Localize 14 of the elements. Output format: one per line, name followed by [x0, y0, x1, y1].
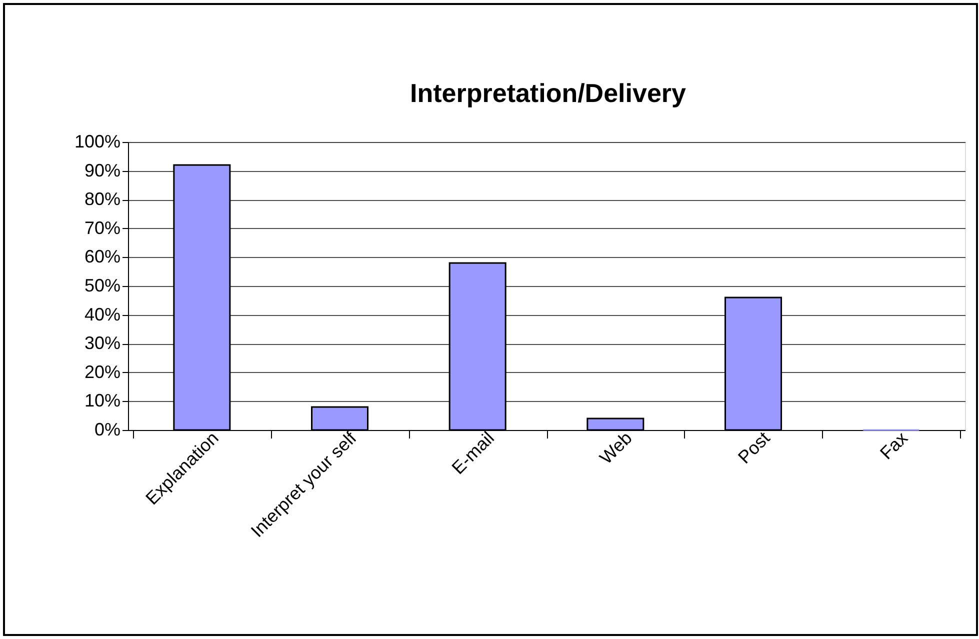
y-tick-label: 50% — [84, 276, 120, 296]
x-tick-label: Web — [596, 428, 636, 468]
chart-title: Interpretation/Delivery — [410, 78, 687, 108]
y-tick-label: 90% — [84, 160, 120, 180]
y-tick-label: 30% — [84, 333, 120, 354]
y-tick-label: 80% — [84, 189, 120, 210]
y-tick-label: 0% — [94, 420, 120, 440]
y-tick-label: 70% — [84, 218, 120, 238]
y-tick-label: 60% — [84, 246, 120, 267]
x-tick-label: Fax — [876, 428, 912, 464]
y-tick-label: 40% — [84, 304, 120, 324]
y-tick-label: 20% — [84, 362, 120, 382]
y-tick-label: 100% — [74, 132, 120, 152]
y-tick-label: 10% — [84, 390, 120, 411]
